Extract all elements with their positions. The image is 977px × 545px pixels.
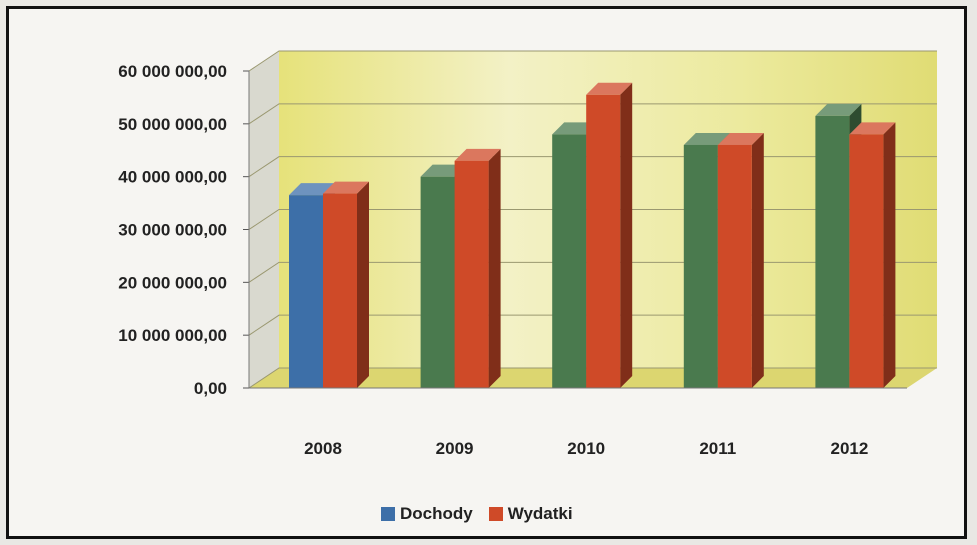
legend-item-dochody: Dochody bbox=[381, 504, 473, 524]
x-axis-ticks: 2008 2009 2010 2011 2012 bbox=[304, 439, 868, 458]
legend-swatch-wydatki bbox=[489, 507, 503, 521]
legend-item-wydatki: Wydatki bbox=[489, 504, 573, 524]
x-tick-label: 2011 bbox=[699, 439, 736, 458]
y-tick-label: 40 000 000,00 bbox=[118, 168, 227, 187]
legend-label-dochody: Dochody bbox=[400, 504, 473, 524]
legend: Dochody Wydatki bbox=[381, 504, 573, 524]
legend-label-wydatki: Wydatki bbox=[508, 504, 573, 524]
bar-wydatki-2009 bbox=[455, 149, 501, 388]
y-tick-label: 50 000 000,00 bbox=[118, 115, 227, 134]
x-tick-label: 2012 bbox=[830, 439, 868, 458]
bar-chart: 0,00 10 000 000,00 20 000 000,00 30 000 000… bbox=[9, 9, 964, 536]
y-tick-label: 30 000 000,00 bbox=[118, 221, 227, 240]
bar-wydatki-2012 bbox=[849, 122, 895, 388]
y-tick-label: 60 000 000,00 bbox=[118, 62, 227, 81]
y-tick-label: 0,00 bbox=[194, 379, 227, 398]
y-tick-label: 20 000 000,00 bbox=[118, 273, 227, 292]
chart-frame: 0,00 10 000 000,00 20 000 000,00 30 000 000… bbox=[6, 6, 967, 539]
x-tick-label: 2009 bbox=[436, 439, 474, 458]
x-tick-label: 2010 bbox=[567, 439, 605, 458]
bar-wydatki-2010 bbox=[586, 83, 632, 388]
bar-wydatki-2008 bbox=[323, 182, 369, 388]
x-tick-label: 2008 bbox=[304, 439, 342, 458]
bar-wydatki-2011 bbox=[718, 133, 764, 388]
y-tick-label: 10 000 000,00 bbox=[118, 326, 227, 345]
legend-swatch-dochody bbox=[381, 507, 395, 521]
